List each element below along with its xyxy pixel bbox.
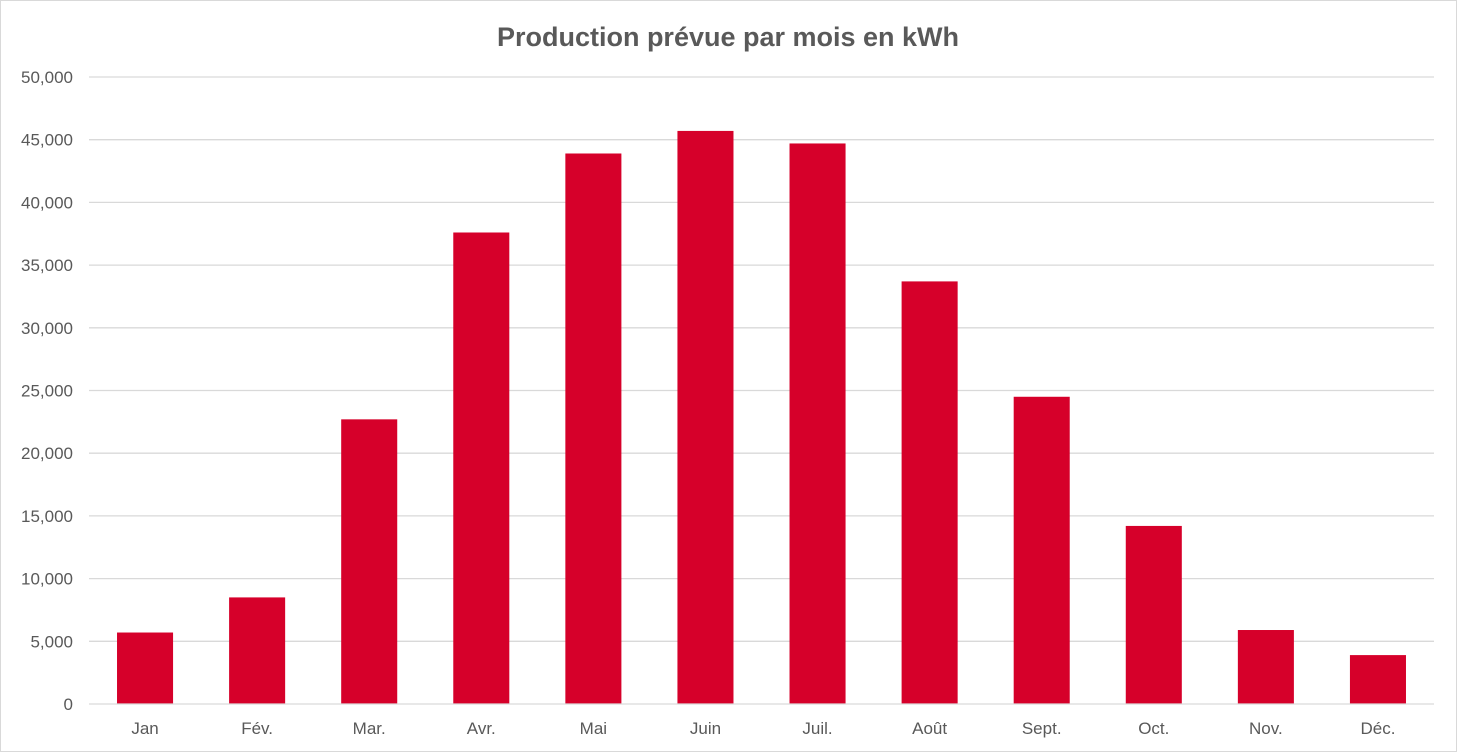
bar-5 — [677, 130, 734, 704]
y-tick-label: 5,000 — [30, 632, 73, 651]
y-tick-label: 30,000 — [21, 319, 73, 338]
x-tick-label: Août — [912, 719, 947, 738]
bar-10 — [1237, 630, 1294, 704]
chart-title: Production prévue par mois en kWh — [497, 22, 959, 52]
bar-4 — [565, 153, 622, 704]
bar-6 — [789, 143, 846, 704]
x-tick-label: Fév. — [241, 719, 273, 738]
bar-0 — [117, 632, 174, 704]
y-tick-label: 25,000 — [21, 382, 73, 401]
x-tick-label: Jan — [131, 719, 158, 738]
y-tick-label: 0 — [64, 695, 73, 714]
bar-7 — [901, 281, 958, 704]
gridlines — [89, 76, 1434, 642]
bar-11 — [1349, 655, 1406, 704]
x-tick-label: Juil. — [802, 719, 832, 738]
y-tick-label: 40,000 — [21, 193, 73, 212]
bar-1 — [229, 597, 286, 704]
y-tick-label: 20,000 — [21, 444, 73, 463]
x-tick-label: Déc. — [1360, 719, 1395, 738]
x-tick-label: Oct. — [1138, 719, 1169, 738]
x-tick-label: Mar. — [353, 719, 386, 738]
bar-2 — [341, 419, 398, 704]
y-tick-label: 50,000 — [21, 68, 73, 87]
x-tick-label: Juin — [690, 719, 721, 738]
bars — [117, 130, 1406, 704]
y-tick-label: 10,000 — [21, 570, 73, 589]
x-tick-label: Nov. — [1249, 719, 1283, 738]
bar-8 — [1013, 396, 1070, 704]
bar-3 — [453, 232, 510, 704]
x-tick-label: Sept. — [1022, 719, 1062, 738]
bar-9 — [1125, 525, 1182, 704]
y-tick-label: 35,000 — [21, 256, 73, 275]
axes: 0 5,000 10,000 15,000 20,000 25,000 30,000 35,0… — [21, 68, 1434, 738]
x-tick-label: Mai — [580, 719, 607, 738]
x-tick-label: Avr. — [467, 719, 496, 738]
y-tick-label: 15,000 — [21, 507, 73, 526]
y-tick-label: 45,000 — [21, 131, 73, 150]
